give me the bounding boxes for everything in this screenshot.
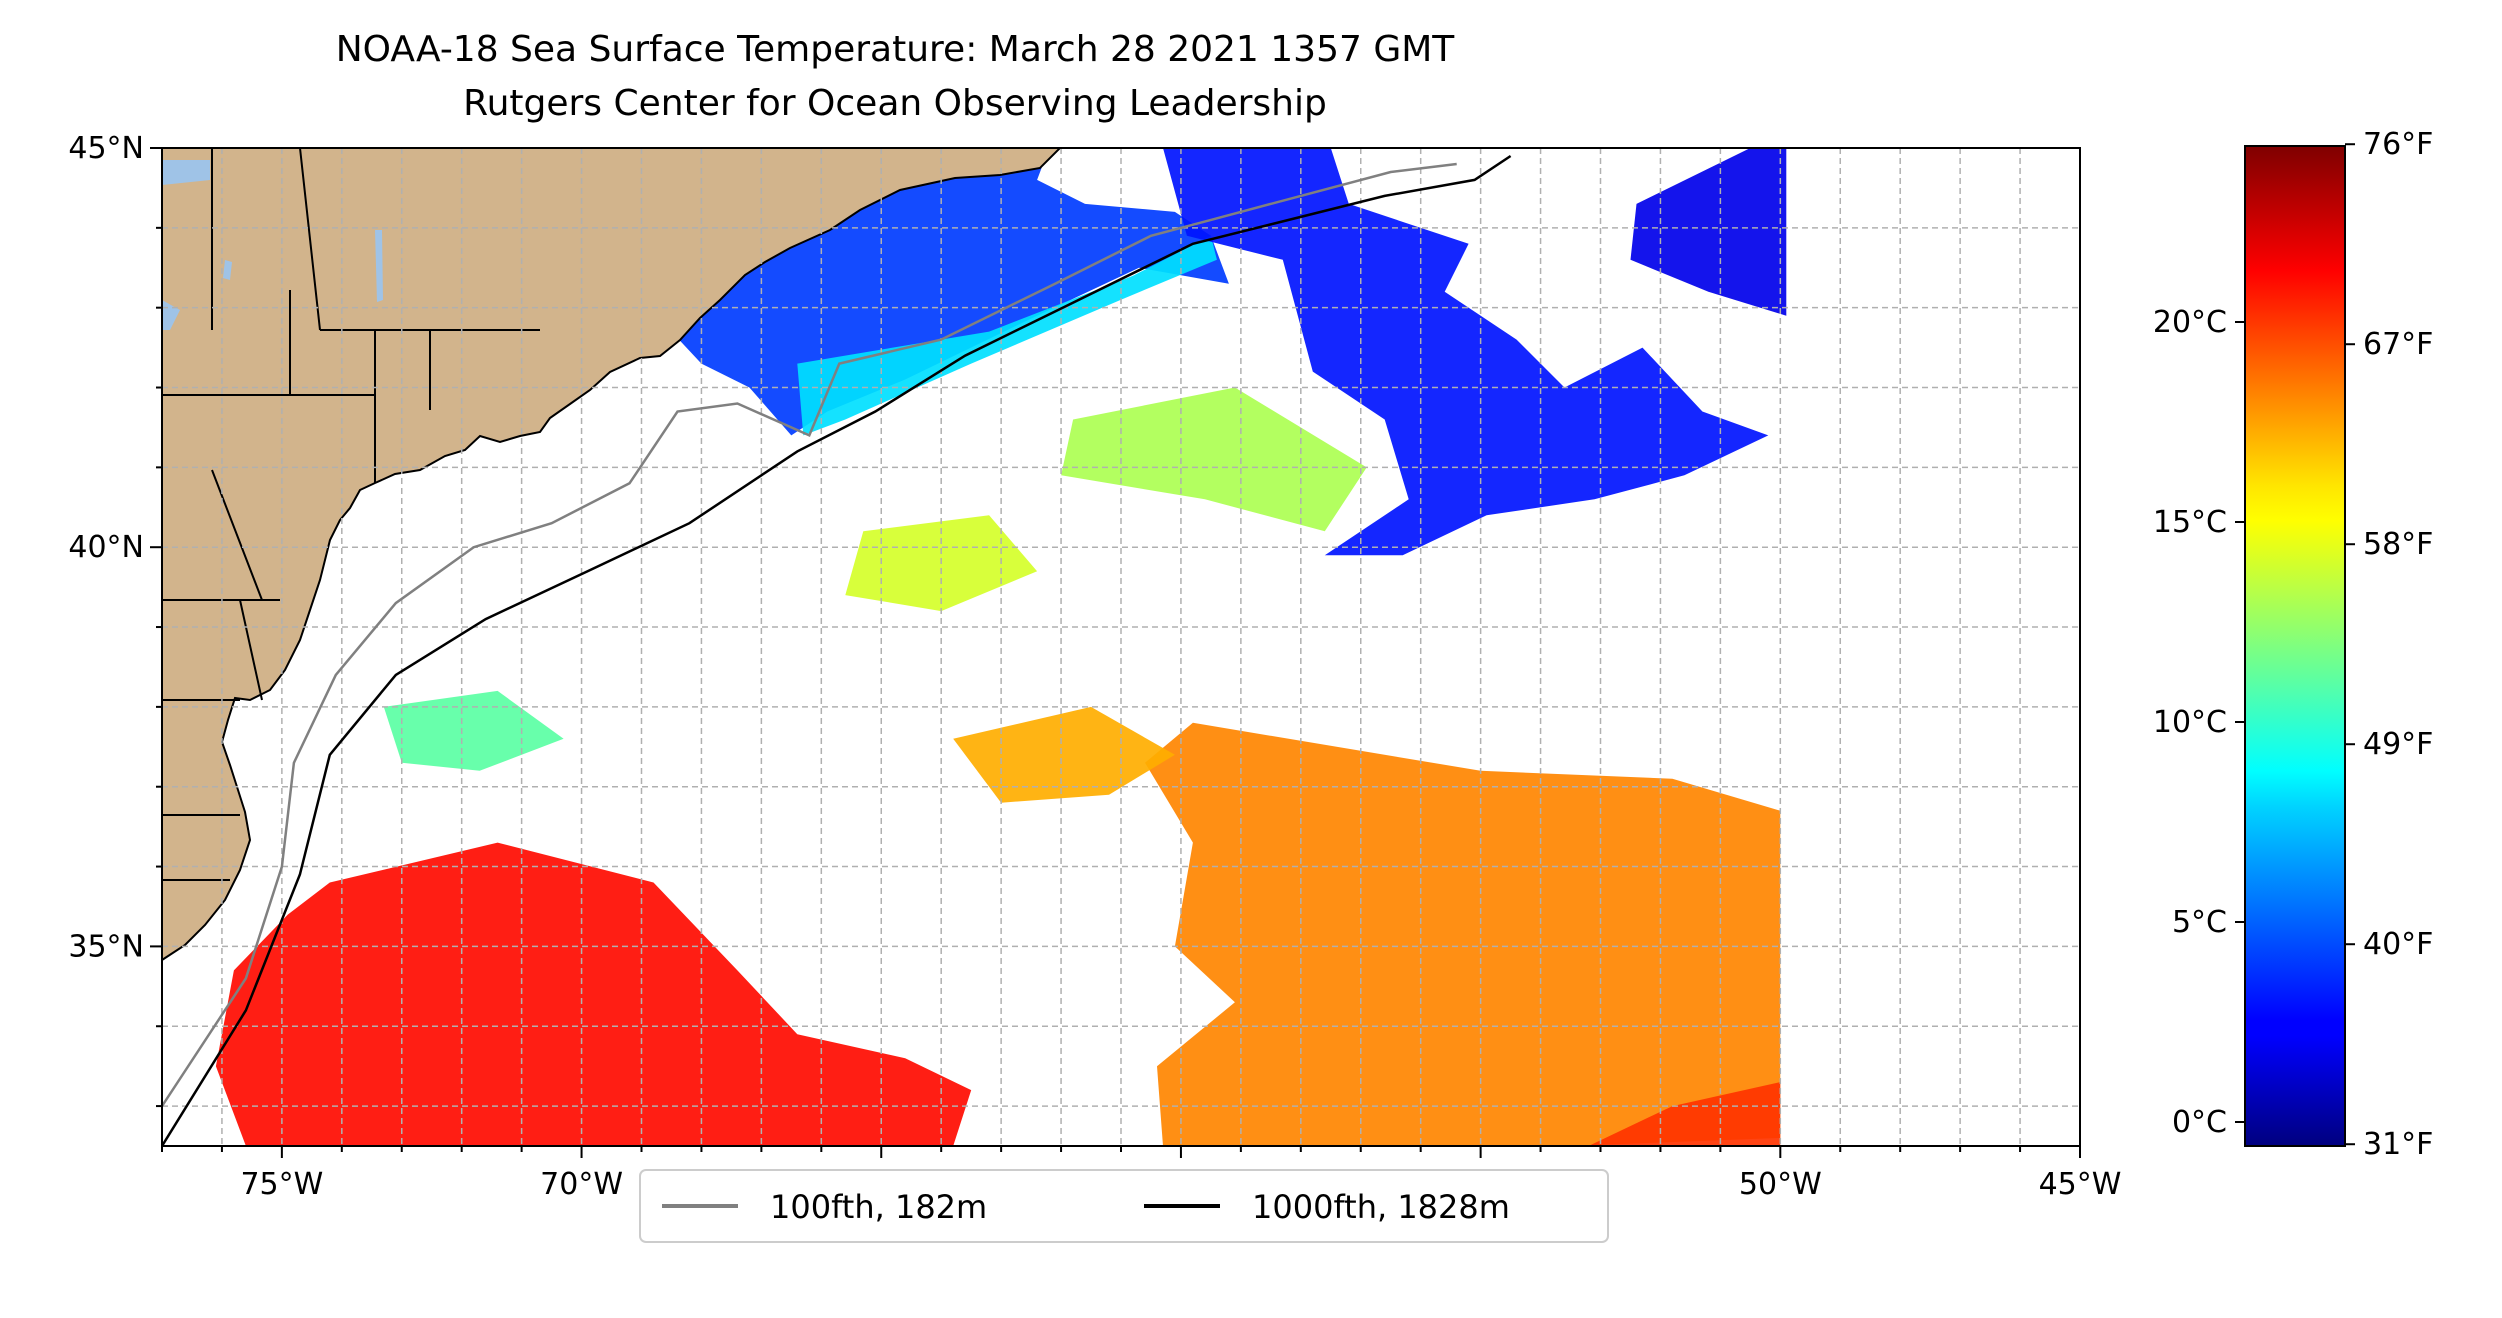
legend-label-100fth: 100fth, 182m bbox=[770, 1188, 987, 1226]
colorbar-label-c: 0°C bbox=[2172, 1105, 2227, 1140]
sst-region-shelf-cool-patch bbox=[383, 690, 564, 771]
colorbar-label-f: 40°F bbox=[2363, 927, 2433, 962]
legend: 100fth, 182m 1000fth, 1828m bbox=[639, 1169, 1609, 1243]
sst-region-southeast-warm bbox=[1588, 1082, 1781, 1146]
legend-box bbox=[639, 1169, 1609, 1243]
chart-title: NOAA-18 Sea Surface Temperature: March 2… bbox=[335, 29, 1455, 70]
colorbar: 0°C 5°C 10°C 15°C 20°C 31°F 40°F 49°F 58°F 67°F 76… bbox=[2153, 127, 2434, 1162]
x-tick-label: 75°W bbox=[240, 1167, 323, 1202]
coastline-land bbox=[162, 148, 1062, 962]
sst-region-mid-ocean-moderate bbox=[1061, 387, 1367, 532]
colorbar-label-c: 20°C bbox=[2153, 305, 2227, 340]
colorbar-ticks: 0°C 5°C 10°C 15°C 20°C 31°F 40°F 49°F 58°F 67°F 76… bbox=[2153, 127, 2434, 1162]
sst-region-gulf-stream-west bbox=[215, 842, 972, 1146]
colorbar-label-f: 67°F bbox=[2363, 327, 2433, 362]
colorbar-label-f: 76°F bbox=[2363, 127, 2433, 162]
colorbar-label-c: 5°C bbox=[2172, 905, 2227, 940]
chart-subtitle: Rutgers Center for Ocean Observing Leade… bbox=[463, 83, 1327, 124]
legend-label-1000fth: 1000fth, 1828m bbox=[1252, 1188, 1510, 1226]
colorbar-label-f: 31°F bbox=[2363, 1127, 2433, 1162]
map-area bbox=[162, 148, 2080, 1146]
bathymetry-contour-1000fth bbox=[162, 154, 1512, 1146]
grid-lines bbox=[162, 148, 2080, 1146]
sst-region-mid-ocean-warm-streaks bbox=[953, 706, 1175, 803]
x-tick-label: 70°W bbox=[540, 1167, 623, 1202]
sst-region-north-cold-patches bbox=[1163, 148, 1769, 556]
x-tick-label: 50°W bbox=[1739, 1167, 1822, 1202]
colorbar-gradient bbox=[2244, 145, 2346, 1147]
colorbar-label-f: 58°F bbox=[2363, 527, 2433, 562]
bathymetry-contours bbox=[162, 154, 1512, 1146]
sst-region-sargasso-east bbox=[1145, 722, 1781, 1146]
lakes bbox=[162, 160, 383, 330]
y-tick-label: 45°N bbox=[68, 131, 144, 166]
land-layer bbox=[162, 148, 1062, 962]
colorbar-label-c: 15°C bbox=[2153, 505, 2227, 540]
colorbar-label-f: 49°F bbox=[2363, 727, 2433, 762]
y-tick-label: 35°N bbox=[68, 929, 144, 964]
colorbar-label-c: 10°C bbox=[2153, 705, 2227, 740]
bathymetry-contour-100fth bbox=[162, 162, 1457, 1107]
sst-region-northeast-cold bbox=[1630, 148, 1787, 316]
x-tick-label: 45°W bbox=[2039, 1167, 2122, 1202]
sst-layer bbox=[215, 148, 1787, 1146]
y-tick-label: 40°N bbox=[68, 530, 144, 565]
state-boundaries bbox=[162, 148, 540, 881]
